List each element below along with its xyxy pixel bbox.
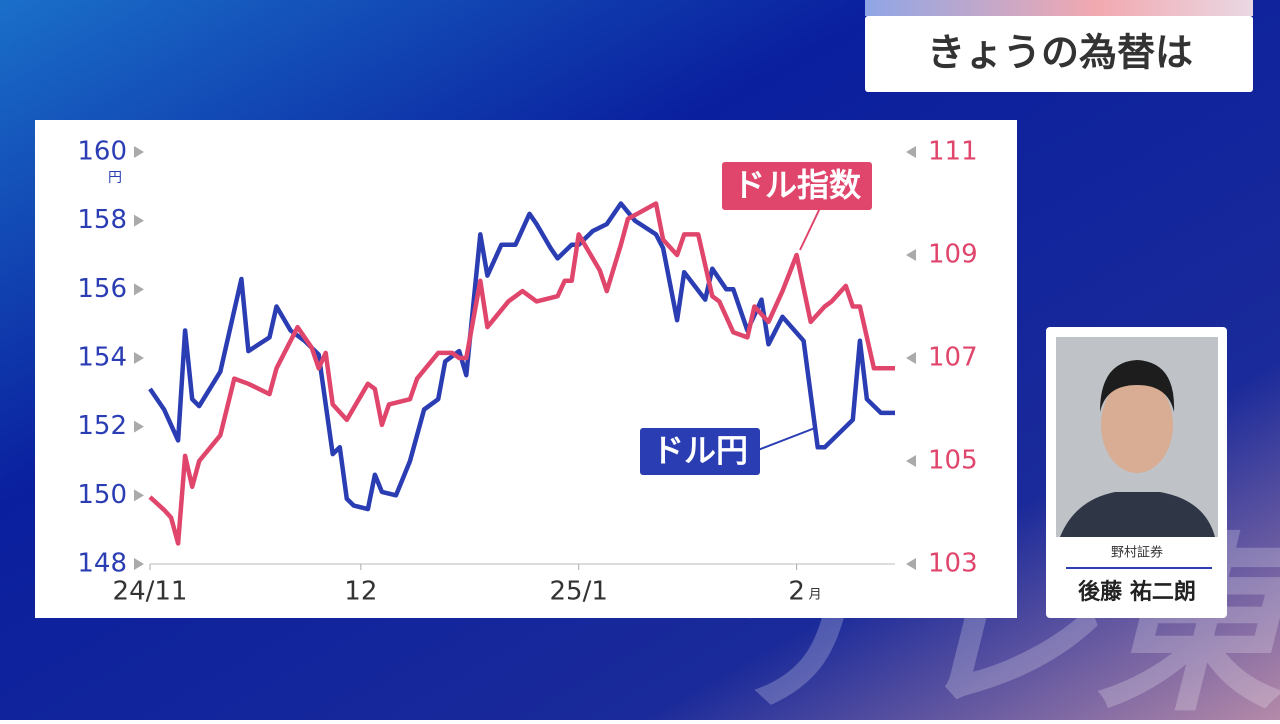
y-tick-mark — [134, 558, 144, 570]
y-tick-label: 158 — [77, 205, 127, 235]
photo-suit — [1060, 492, 1215, 537]
y-tick-mark — [134, 420, 144, 433]
y2-tick-label: 107 — [928, 343, 978, 373]
series-line — [148, 201, 895, 512]
legend-box — [640, 428, 760, 475]
y2-tick-mark — [906, 455, 916, 467]
y2-tick-label: 109 — [928, 240, 978, 270]
series-line — [148, 201, 895, 546]
y2-tick-label: 111 — [928, 137, 978, 167]
y-tick-mark — [134, 214, 144, 227]
y-tick-label: 150 — [77, 480, 127, 510]
y-tick-mark — [134, 283, 144, 296]
company: 野村証券 — [1111, 545, 1163, 561]
y-unit: 円 — [108, 170, 122, 186]
x-tick-label: 24/11 — [113, 577, 188, 607]
legend-box — [722, 162, 872, 210]
x-tick-suffix: 月 — [809, 588, 822, 603]
x-tick-label: 25/1 — [550, 577, 608, 607]
y-tick-label: 154 — [77, 343, 127, 373]
photo-face — [1101, 377, 1173, 473]
y-tick-mark — [134, 146, 144, 158]
y-tick-label: 156 — [77, 274, 127, 304]
legend-label: ドル指数 — [733, 166, 862, 204]
photo-hair — [1100, 360, 1175, 412]
callout-line — [757, 427, 816, 451]
title-box — [865, 16, 1253, 92]
y-tick-label: 152 — [77, 411, 127, 441]
y2-tick-mark — [906, 249, 916, 261]
x-tick-label: 2 — [788, 577, 805, 607]
y-tick-label: 160 — [77, 137, 127, 167]
person-card: 野村証券 後藤 祐二朗 — [1046, 327, 1227, 618]
y-tick-label: 148 — [77, 549, 127, 579]
y2-tick-mark — [906, 146, 916, 158]
x-tick-label: 12 — [344, 577, 377, 607]
chart: 148 150 152 154 156 158 160 円 103 105 107 109 111 24/… — [77, 137, 977, 607]
title: きょうの為替は — [927, 31, 1193, 75]
title-strip — [865, 0, 1253, 16]
y2-tick-mark — [906, 352, 916, 364]
callout-line — [799, 207, 821, 251]
y-tick-mark — [134, 352, 144, 364]
y-tick-mark — [134, 489, 144, 502]
y2-tick-label: 103 — [928, 549, 978, 579]
person-name: 後藤 祐二朗 — [1078, 579, 1196, 605]
y2-tick-mark — [906, 558, 916, 570]
legend-label: ドル円 — [652, 432, 748, 470]
y2-tick-label: 105 — [928, 446, 978, 476]
